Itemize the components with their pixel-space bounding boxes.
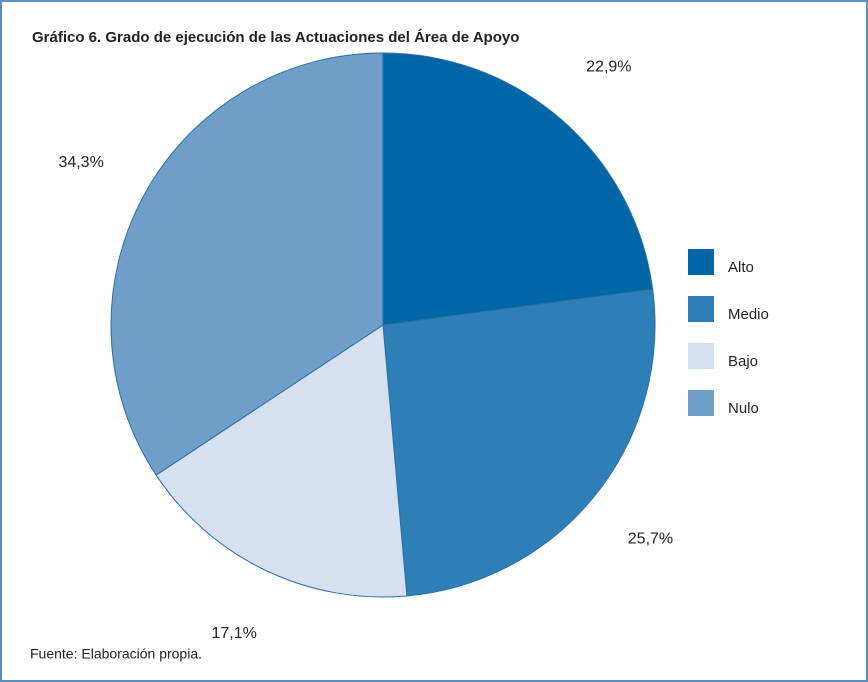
legend-label: Bajo (728, 353, 758, 370)
pie-slice (382, 52, 654, 326)
pie-slice (110, 52, 384, 476)
legend-swatch (688, 296, 714, 322)
value-label: 25,7% (628, 531, 673, 548)
legend-swatch (688, 390, 714, 416)
legend-swatch (688, 249, 714, 275)
chart-title: Gráfico 6. Grado de ejecución de las Act… (32, 29, 519, 46)
legend-label: Nulo (728, 400, 759, 417)
pie-slice (382, 288, 656, 597)
legend-swatch (688, 343, 714, 369)
legend-label: Alto (728, 259, 754, 276)
pie-slice (155, 324, 408, 598)
value-label: 34,3% (58, 154, 103, 171)
value-label: 17,1% (211, 625, 256, 642)
value-label: 22,9% (586, 58, 631, 75)
source-note: Fuente: Elaboración propia. (30, 646, 202, 662)
legend-label: Medio (728, 306, 769, 323)
